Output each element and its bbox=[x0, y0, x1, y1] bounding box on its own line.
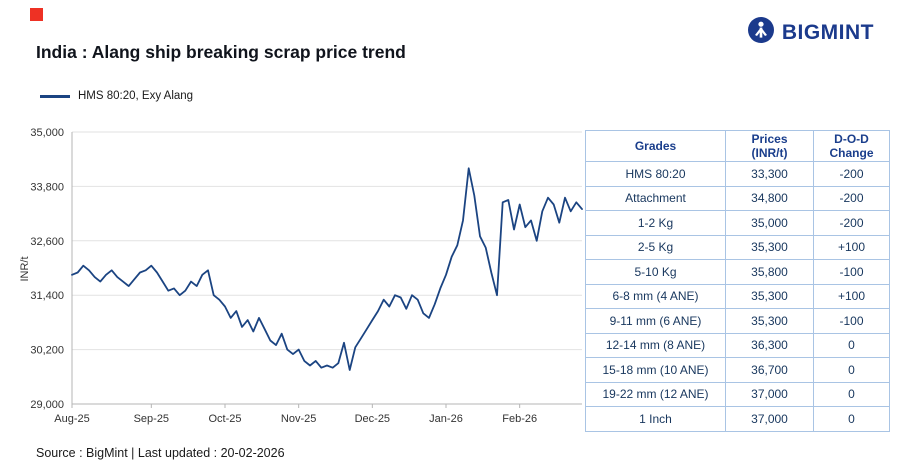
change-cell: +100 bbox=[813, 234, 890, 260]
prices-table-body: HMS 80:20 33,300 -200 Attachment 34,800 -200 1… bbox=[585, 161, 890, 432]
table-row: 6-8 mm (4 ANE) 35,300 +100 bbox=[585, 283, 890, 309]
chart-legend: HMS 80:20, Exy Alang bbox=[40, 90, 193, 102]
legend-label: HMS 80:20, Exy Alang bbox=[78, 90, 194, 102]
change-cell: 0 bbox=[813, 332, 890, 358]
legend-line-swatch bbox=[40, 94, 70, 98]
brand-accent-square bbox=[30, 8, 43, 21]
grade-cell: 9-11 mm (6 ANE) bbox=[585, 308, 726, 334]
page-title: India : Alang ship breaking scrap price … bbox=[36, 42, 406, 62]
svg-text:31,400: 31,400 bbox=[30, 290, 64, 302]
change-cell: -200 bbox=[813, 210, 890, 236]
grade-cell: Attachment bbox=[585, 185, 726, 211]
price-cell: 37,000 bbox=[725, 381, 814, 407]
price-cell: 36,700 bbox=[725, 357, 814, 383]
svg-text:35,000: 35,000 bbox=[30, 127, 64, 139]
table-row: 5-10 Kg 35,800 -100 bbox=[585, 259, 890, 285]
price-trend-line-svg: 35,000 33,800 32,600 31,400 30,200 29,000 Aug-… bbox=[30, 127, 583, 425]
svg-text:Aug-25: Aug-25 bbox=[54, 413, 89, 425]
price-cell: 35,300 bbox=[725, 283, 814, 309]
grade-cell: 12-14 mm (8 ANE) bbox=[585, 332, 726, 358]
price-cell: 33,300 bbox=[725, 161, 814, 187]
svg-text:Nov-25: Nov-25 bbox=[281, 413, 316, 425]
table-row: 19-22 mm (12 ANE) 37,000 0 bbox=[585, 381, 890, 407]
change-cell: -100 bbox=[813, 308, 890, 334]
prices-table: Grades Prices (INR/t) D-O-D Change HMS 80:… bbox=[585, 130, 890, 432]
table-row: 12-14 mm (8 ANE) 36,300 0 bbox=[585, 332, 890, 358]
svg-text:Jan-26: Jan-26 bbox=[429, 413, 463, 425]
grade-cell: 6-8 mm (4 ANE) bbox=[585, 283, 726, 309]
grade-cell: 19-22 mm (12 ANE) bbox=[585, 381, 726, 407]
table-row: 1-2 Kg 35,000 -200 bbox=[585, 210, 890, 236]
table-row: 9-11 mm (6 ANE) 35,300 -100 bbox=[585, 308, 890, 334]
prices-table-header: Grades Prices (INR/t) D-O-D Change bbox=[585, 130, 890, 162]
change-cell: -200 bbox=[813, 161, 890, 187]
grade-cell: 5-10 Kg bbox=[585, 259, 726, 285]
change-cell: 0 bbox=[813, 381, 890, 407]
change-cell: 0 bbox=[813, 406, 890, 432]
price-cell: 35,000 bbox=[725, 210, 814, 236]
price-cell: 37,000 bbox=[725, 406, 814, 432]
change-cell: +100 bbox=[813, 283, 890, 309]
svg-text:Sep-25: Sep-25 bbox=[134, 413, 169, 425]
table-row: HMS 80:20 33,300 -200 bbox=[585, 161, 890, 187]
svg-text:Feb-26: Feb-26 bbox=[502, 413, 537, 425]
table-row: 15-18 mm (10 ANE) 36,700 0 bbox=[585, 357, 890, 383]
price-cell: 35,300 bbox=[725, 234, 814, 260]
change-cell: -200 bbox=[813, 185, 890, 211]
table-row: 2-5 Kg 35,300 +100 bbox=[585, 234, 890, 260]
price-cell: 35,300 bbox=[725, 308, 814, 334]
grade-cell: 1 Inch bbox=[585, 406, 726, 432]
table-header-cell: Prices (INR/t) bbox=[725, 130, 814, 162]
table-header-cell: Grades bbox=[585, 130, 726, 162]
table-header-cell: D-O-D Change bbox=[813, 130, 890, 162]
svg-text:30,200: 30,200 bbox=[30, 345, 64, 357]
grade-cell: HMS 80:20 bbox=[585, 161, 726, 187]
svg-text:Oct-25: Oct-25 bbox=[208, 413, 241, 425]
bigmint-logo-icon bbox=[747, 16, 775, 49]
price-cell: 35,800 bbox=[725, 259, 814, 285]
svg-text:Dec-25: Dec-25 bbox=[355, 413, 390, 425]
grade-cell: 15-18 mm (10 ANE) bbox=[585, 357, 726, 383]
source-footer: Source : BigMint | Last updated : 20-02-… bbox=[36, 446, 285, 460]
svg-text:32,600: 32,600 bbox=[30, 236, 64, 248]
grade-cell: 1-2 Kg bbox=[585, 210, 726, 236]
grade-cell: 2-5 Kg bbox=[585, 234, 726, 260]
bigmint-logo: BIGMINT bbox=[747, 16, 874, 49]
y-axis-label: INR/t bbox=[19, 256, 31, 282]
change-cell: -100 bbox=[813, 259, 890, 285]
bigmint-logo-text: BIGMINT bbox=[781, 20, 874, 44]
price-cell: 34,800 bbox=[725, 185, 814, 211]
price-cell: 36,300 bbox=[725, 332, 814, 358]
table-row: Attachment 34,800 -200 bbox=[585, 185, 890, 211]
svg-text:33,800: 33,800 bbox=[30, 181, 64, 193]
change-cell: 0 bbox=[813, 357, 890, 383]
price-trend-chart: 35,000 33,800 32,600 31,400 30,200 29,000 Aug-… bbox=[14, 122, 592, 442]
svg-text:29,000: 29,000 bbox=[30, 399, 64, 411]
table-row: 1 Inch 37,000 0 bbox=[585, 406, 890, 432]
